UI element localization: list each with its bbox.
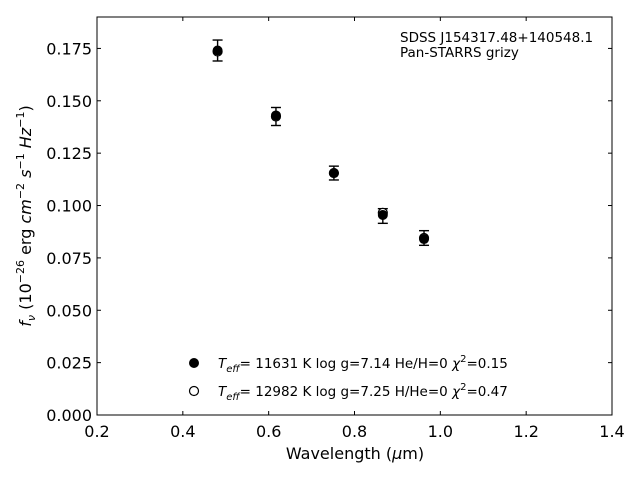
y-axis-label: fν (10−26 erg cm−2 s−1 Hz−1) — [14, 105, 38, 326]
x-axis-label: Wavelength (μm) — [286, 444, 424, 463]
survey-annotation: Pan-STARRS grizy — [400, 45, 519, 61]
y-tick-label: 0.000 — [46, 406, 92, 425]
x-tick-label: 0.4 — [170, 422, 195, 441]
object-name-annotation: SDSS J154317.48+140548.1 — [400, 30, 593, 46]
legend: Teff= 11631 K log g=7.14 He/H=0 χ2=0.15 … — [188, 354, 508, 403]
y-tick-label: 0.125 — [46, 144, 92, 163]
x-tick-label: 1.0 — [428, 422, 453, 441]
x-tick-label: 1.4 — [599, 422, 624, 441]
model-point-filled — [328, 168, 339, 179]
y-tick-label: 0.025 — [46, 354, 92, 373]
legend-marker-open — [188, 385, 200, 397]
model-point-filled — [419, 234, 430, 245]
y-tick-label: 0.050 — [46, 301, 92, 320]
model-point-filled — [377, 209, 388, 220]
y-tick-label: 0.100 — [46, 197, 92, 216]
y-tick-label: 0.150 — [46, 92, 92, 111]
legend-label-model-2: Teff= 12982 K log g=7.25 H/He=0 χ2=0.47 — [218, 382, 508, 403]
x-tick-label: 0.8 — [342, 422, 367, 441]
legend-label-model-1: Teff= 11631 K log g=7.14 He/H=0 χ2=0.15 — [218, 354, 508, 375]
y-tick-label: 0.075 — [46, 249, 92, 268]
data-points — [212, 39, 430, 247]
axis-ticks: 0.2 0.4 0.6 0.8 1.0 1.2 1.4 0.000 0.025 0.050 0.07… — [46, 17, 625, 441]
x-tick-label: 0.2 — [84, 422, 109, 441]
model-point-filled — [212, 45, 223, 56]
x-tick-label: 0.6 — [256, 422, 281, 441]
model-point-filled — [270, 110, 281, 121]
legend-marker-filled — [189, 358, 199, 368]
y-tick-label: 0.175 — [46, 39, 92, 58]
x-tick-label: 1.2 — [513, 422, 538, 441]
